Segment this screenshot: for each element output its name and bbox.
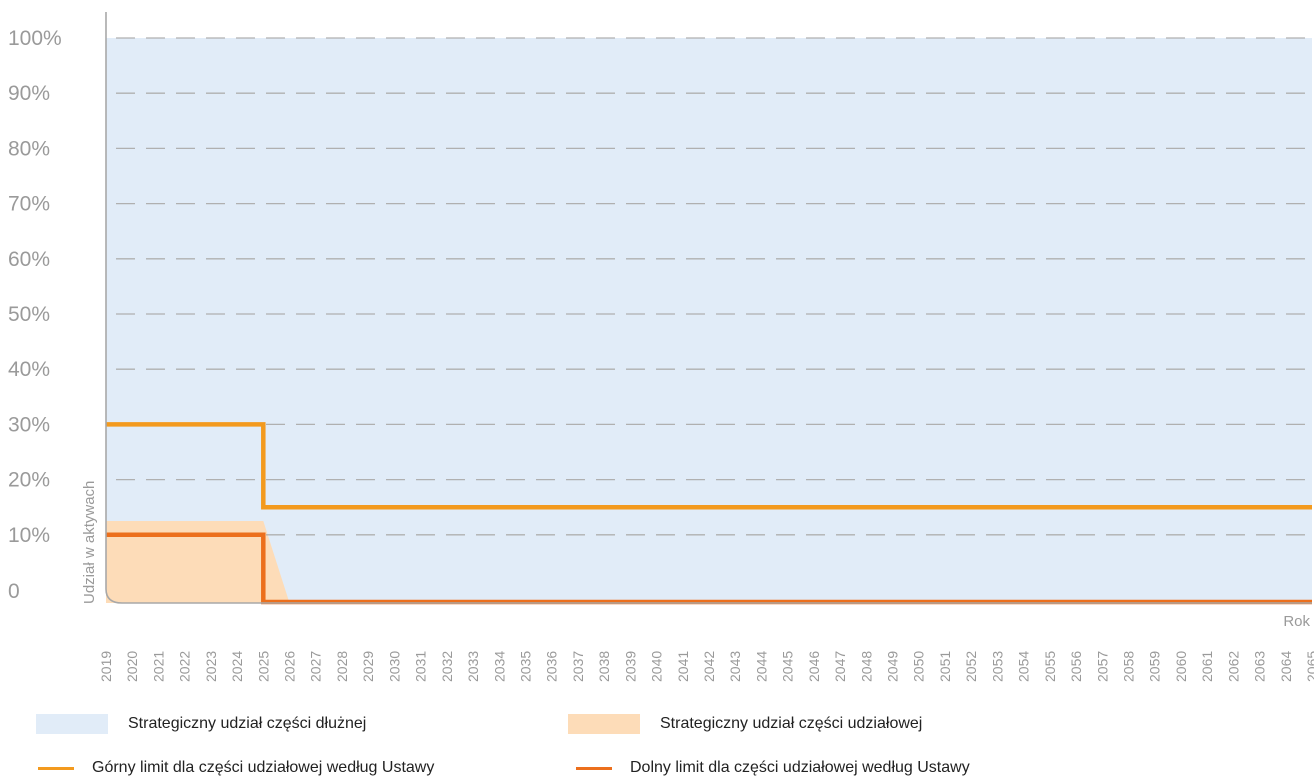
legend-label-debt-share: Strategiczny udział części dłużnej (128, 715, 367, 732)
legend-item-equity-share: Strategiczny udział części udziałowej (568, 714, 922, 734)
x-tick-label: 2032 (439, 651, 455, 682)
x-tick-label: 2049 (885, 651, 901, 682)
x-tick-label: 2031 (413, 651, 429, 682)
x-tick-label: 2023 (203, 651, 219, 682)
x-tick-label: 2053 (989, 651, 1005, 682)
x-tick-label: 2042 (701, 651, 717, 682)
x-tick-label: 2029 (360, 651, 376, 682)
x-tick-label: 2022 (177, 651, 193, 682)
legend: Strategiczny udział części dłużnej Strat… (0, 700, 1314, 778)
area-series-0 (106, 38, 1312, 603)
x-tick-label: 2045 (780, 651, 796, 682)
legend-item-upper-limit: Górny limit dla części udziałowej według… (0, 759, 434, 777)
y-tick-label: 100% (8, 27, 62, 50)
x-axis-title: Rok (1283, 613, 1310, 630)
x-tick-label: 2020 (124, 651, 140, 682)
area-series-1 (106, 521, 1312, 603)
x-tick-label: 2047 (832, 651, 848, 682)
line-series-2 (106, 422, 1312, 510)
gridlines (116, 37, 1312, 536)
x-tick-label: 2065 (1304, 651, 1314, 682)
x-tick-label: 2056 (1068, 651, 1084, 682)
legend-swatch-equity-share (568, 714, 640, 734)
x-tick-label: 2063 (1252, 651, 1268, 682)
chart: 0 10% 20% 30% 40% 50% 60% 70% 80% 90% 100% 2019 202… (8, 12, 1314, 682)
x-tick-label: 2039 (622, 651, 638, 682)
x-tick-label: 2054 (1016, 651, 1032, 682)
x-tick-label: 2035 (518, 651, 534, 682)
legend-item-lower-limit: Dolny limit dla części udziałowej według… (538, 759, 970, 777)
x-tick-label: 2027 (308, 651, 324, 682)
x-tick-label: 2019 (98, 651, 114, 682)
y-axis-title: Udział w aktywach (81, 481, 98, 604)
x-tick-label: 2040 (649, 651, 665, 682)
y-tick-label: 10% (8, 524, 50, 547)
x-tick-label: 2026 (282, 651, 298, 682)
legend-swatch-lower-limit (576, 766, 612, 770)
x-tick-label: 2050 (911, 651, 927, 682)
y-tick-label: 0 (8, 580, 20, 603)
x-tick-label: 2034 (491, 651, 507, 682)
y-tick-label: 80% (8, 137, 50, 160)
y-tick-label: 40% (8, 358, 50, 381)
x-tick-label: 2046 (806, 651, 822, 682)
x-tick-label: 2041 (675, 651, 691, 682)
y-tick-label: 30% (8, 413, 50, 436)
x-tick-label: 2038 (596, 651, 612, 682)
x-tick-label: 2021 (150, 651, 166, 682)
x-tick-label: 2062 (1225, 651, 1241, 682)
x-tick-label: 2036 (544, 651, 560, 682)
x-tick-label: 2057 (1094, 651, 1110, 682)
legend-swatch-debt-share (36, 714, 108, 734)
x-tick-label: 2025 (255, 651, 271, 682)
y-tick-label: 50% (8, 303, 50, 326)
legend-label-lower-limit: Dolny limit dla części udziałowej według… (630, 759, 970, 776)
x-tick-label: 2051 (937, 651, 953, 682)
x-tick-label: 2061 (1199, 651, 1215, 682)
x-tick-label: 2037 (570, 651, 586, 682)
x-tick-label: 2043 (727, 651, 743, 682)
x-tick-label: 2033 (465, 651, 481, 682)
axis-line (105, 12, 1312, 604)
legend-item-debt-share: Strategiczny udział części dłużnej (36, 714, 366, 734)
x-tick-label: 2052 (963, 651, 979, 682)
y-tick-label: 70% (8, 193, 50, 216)
x-tick-label: 2030 (386, 651, 402, 682)
x-tick-label: 2024 (229, 651, 245, 682)
x-tick-label: 2055 (1042, 651, 1058, 682)
x-tick-label: 2060 (1173, 651, 1189, 682)
legend-swatch-upper-limit (38, 766, 74, 770)
series-lines (106, 422, 1312, 605)
legend-label-equity-share: Strategiczny udział części udziałowej (660, 715, 923, 732)
x-tick-label: 2044 (753, 651, 769, 682)
y-tick-label: 20% (8, 469, 50, 492)
x-tick-label: 2058 (1121, 651, 1137, 682)
legend-label-upper-limit: Górny limit dla części udziałowej według… (92, 759, 435, 776)
chart-areas (106, 38, 1312, 603)
x-tick-labels: 2019 2020 2021 2022 2023 2024 2025 2026 2027 2028… (98, 651, 1314, 682)
x-tick-label: 2028 (334, 651, 350, 682)
y-tick-labels: 0 10% 20% 30% 40% 50% 60% 70% 80% 90% 100% (8, 27, 62, 603)
x-tick-label: 2064 (1278, 651, 1294, 682)
x-tick-label: 2059 (1147, 651, 1163, 682)
axes (105, 12, 1312, 604)
y-tick-label: 90% (8, 82, 50, 105)
line-series-3 (106, 532, 1312, 605)
y-tick-label: 60% (8, 248, 50, 271)
x-tick-label: 2048 (858, 651, 874, 682)
